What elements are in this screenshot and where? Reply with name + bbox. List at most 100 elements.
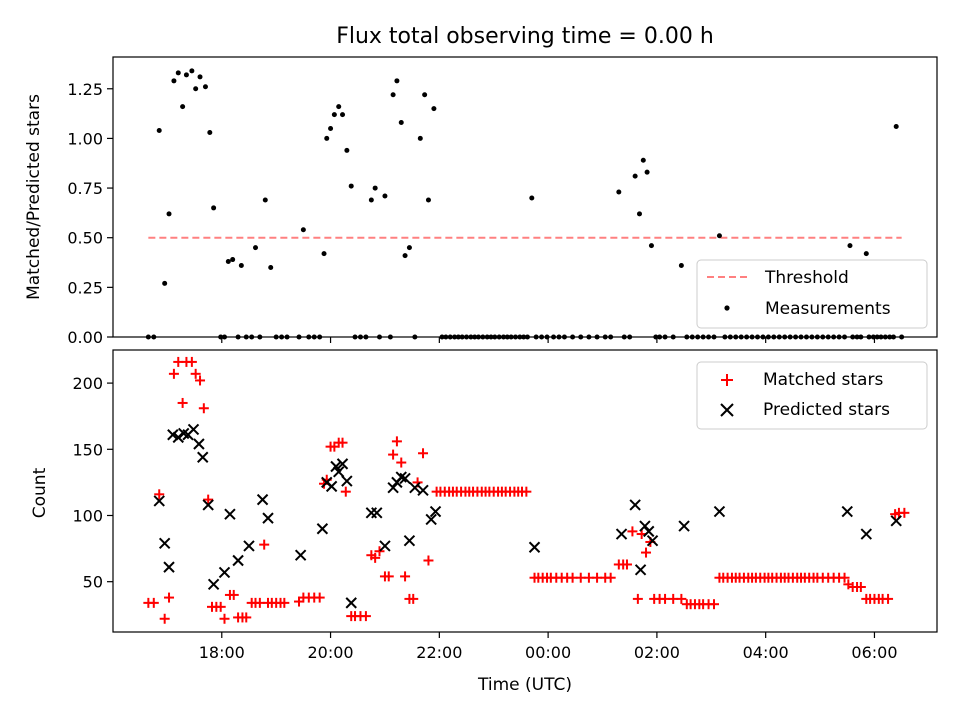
top-y-tick-label: 1.00 (67, 129, 103, 148)
top-y-tick-label: 0.00 (67, 328, 103, 347)
predicted-stars-point (336, 458, 349, 470)
matched-stars-point (423, 555, 434, 566)
matched-stars-point (198, 403, 209, 414)
measurement-point (211, 205, 217, 211)
matched-stars-point (340, 486, 351, 497)
predicted-stars-point (232, 554, 244, 567)
legend-matched-label: Matched stars (763, 370, 883, 390)
predicted-stars-point (371, 507, 383, 519)
measurement-point (183, 72, 189, 78)
measurement-point (336, 104, 342, 110)
measurement-point (398, 120, 404, 126)
matched-stars-point (605, 572, 616, 583)
predicted-stars-point (218, 566, 231, 579)
predicted-stars-point (399, 472, 411, 485)
matched-stars-point (374, 546, 385, 557)
matched-stars-point (219, 613, 230, 624)
bottom-x-tick-label: 18:00 (199, 643, 245, 662)
predicted-stars-point (187, 423, 200, 436)
predicted-stars-point (425, 513, 437, 526)
measurement-point (175, 70, 181, 76)
bottom-x-tick-label: 02:00 (634, 643, 680, 662)
predicted-stars-point (528, 541, 541, 553)
matched-stars-point (215, 601, 226, 612)
matched-stars-point (186, 356, 197, 367)
measurement-point (644, 169, 650, 175)
measurement-point (238, 263, 244, 269)
matched-stars-point (370, 552, 381, 563)
measurement-point (632, 173, 638, 179)
matched-stars-point (228, 589, 239, 600)
matched-stars-point (360, 611, 371, 622)
measurement-point (189, 68, 195, 74)
measurement-point (197, 74, 203, 80)
matched-stars-point (168, 368, 179, 379)
legend-measurements-label: Measurements (765, 299, 891, 319)
predicted-stars-point (615, 528, 628, 540)
bottom-x-tick-label: 00:00 (525, 643, 571, 662)
matched-stars-point (521, 486, 532, 497)
bottom-y-tick-label: 150 (72, 440, 103, 459)
predicted-stars-point (429, 505, 442, 518)
measurement-point (431, 106, 437, 112)
matched-stars-point (418, 448, 429, 459)
bottom-y-tick-label: 200 (72, 374, 103, 393)
predicted-stars-point (890, 515, 902, 527)
predicted-stars-point (395, 471, 407, 483)
measurement-point (417, 135, 423, 141)
matched-stars-point (839, 572, 850, 583)
bottom-x-tick-label: 22:00 (416, 643, 462, 662)
predicted-stars-point (646, 534, 659, 547)
measurement-point (207, 129, 213, 135)
predicted-stars-point (197, 451, 209, 463)
matched-stars-point (154, 489, 165, 500)
measurement-point (390, 92, 396, 98)
predicted-stars-point (163, 561, 175, 573)
measurement-point (348, 183, 354, 189)
matched-stars-point (400, 571, 411, 582)
measurement-point (180, 104, 186, 110)
bottom-legend: Matched stars Predicted stars (696, 361, 928, 430)
matched-stars-point (177, 397, 188, 408)
matched-stars-point (709, 599, 720, 610)
top-legend: Threshold Measurements (696, 259, 928, 329)
measurement-point (640, 157, 646, 163)
predicted-stars-point (713, 505, 726, 518)
predicted-stars-point (379, 540, 391, 552)
measurement-point (616, 189, 622, 195)
matched-stars-point (337, 437, 348, 448)
measurement-point (340, 112, 346, 118)
predicted-stars-point (316, 523, 329, 535)
predicted-stars-point (860, 528, 873, 540)
measurement-point (382, 193, 388, 199)
predicted-stars-point (387, 481, 399, 494)
matched-stars-point (641, 547, 652, 558)
bottom-x-tick-label: 20:00 (308, 643, 354, 662)
matched-stars-point (855, 581, 866, 592)
predicted-stars-point (403, 534, 416, 547)
predicted-stars-point (243, 540, 255, 552)
bottom-axes: 50 100 150 200 18:00 20:00 22:00 00:00 02:00 04:0… (72, 349, 938, 662)
measurement-point (162, 280, 168, 286)
top-axes-frame (112, 56, 938, 338)
measurement-point (331, 112, 337, 118)
top-y-tick-label: 0.25 (67, 278, 103, 297)
measurement-point (529, 195, 535, 201)
legend-measurements-swatch (724, 305, 730, 311)
measurement-point (230, 257, 236, 263)
bottom-y-tick-label: 50 (83, 573, 103, 592)
measurement-point (678, 263, 684, 269)
measurement-point (372, 185, 378, 191)
measurement-point (344, 147, 350, 153)
predicted-stars-point (639, 520, 651, 532)
measurement-point (225, 259, 231, 265)
bottom-x-tick-label: 04:00 (743, 643, 789, 662)
top-axes: 0.00 0.25 0.50 0.75 1.00 1.25 (67, 56, 938, 347)
bottom-x-axis-label: Time (UTC) (477, 675, 572, 695)
predicted-stars-point (202, 499, 214, 511)
predicted-stars-point (409, 481, 421, 494)
measurement-point (300, 227, 306, 233)
predicted-stars-point (345, 597, 357, 609)
top-legend-box (696, 259, 928, 329)
